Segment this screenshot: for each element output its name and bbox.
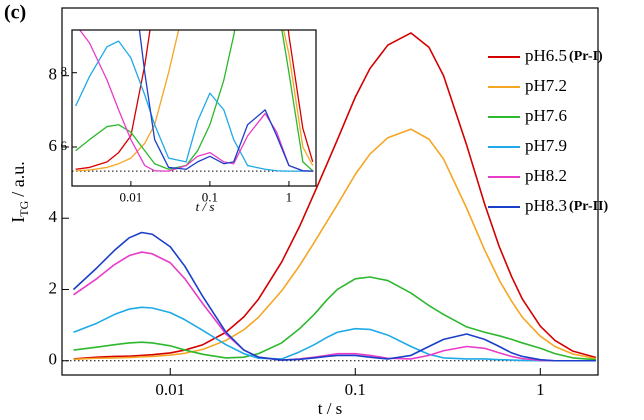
legend: pH6.5 pH7.2 pH7.6 pH7.9 pH8.2 pH8.3 (Pr-I) (Pr-…: [488, 46, 608, 215]
series-line: [75, 40, 313, 172]
y-tick-label: 2: [49, 278, 58, 297]
x-axis-label: t / s: [196, 199, 215, 214]
series-line: [73, 306, 597, 362]
panel-label: (c): [4, 2, 26, 24]
legend-annotation: (Pr-I): [569, 49, 603, 64]
x-tick-label: 0.01: [155, 380, 185, 399]
series-line: [73, 128, 597, 361]
series-line: [138, 30, 313, 172]
chart-1: 0.01 0.1 1 6 8 t / s: [61, 29, 317, 214]
y-tick-label: 0: [49, 350, 58, 369]
x-tick-label: 0.1: [202, 189, 218, 204]
series-line: [73, 32, 597, 360]
plot-frame: [61, 7, 599, 376]
x-tick-label: 1: [536, 380, 545, 399]
y-tick-label: 8: [61, 64, 68, 79]
x-axis-label: t / s: [318, 399, 343, 418]
series-line: [73, 251, 597, 362]
y-axis-label: ITG / a.u.: [8, 161, 31, 223]
series-line: [75, 30, 314, 172]
series-line: [73, 276, 597, 361]
legend-label: pH7.6: [525, 106, 567, 125]
series-line: [75, 30, 314, 172]
legend-label: pH6.5: [525, 46, 567, 65]
series-group: [75, 30, 314, 172]
series-group: [72, 32, 597, 362]
x-tick-label: 0.01: [119, 189, 142, 204]
x-tick-label: 0.1: [345, 380, 366, 399]
y-tick-label: 8: [49, 65, 58, 84]
legend-label: pH8.2: [525, 166, 567, 185]
y-label-unit: / a.u.: [8, 161, 28, 197]
series-line: [72, 231, 597, 362]
series-line: [75, 30, 314, 170]
series-line: [78, 30, 313, 172]
legend-annotation: (Pr-II): [569, 199, 608, 214]
plot-frame: [71, 29, 317, 187]
y-tick-label: 6: [61, 138, 68, 153]
y-label-sub: TG: [17, 200, 31, 216]
legend-label: pH7.9: [525, 136, 567, 155]
y-tick-label: 6: [49, 136, 58, 155]
y-label-main: I: [8, 217, 28, 223]
y-tick-label: 4: [49, 207, 58, 226]
legend-label: pH8.3: [525, 196, 567, 215]
plot-background: [72, 30, 316, 186]
x-tick-label: 1: [286, 189, 293, 204]
legend-label: pH7.2: [525, 76, 567, 95]
